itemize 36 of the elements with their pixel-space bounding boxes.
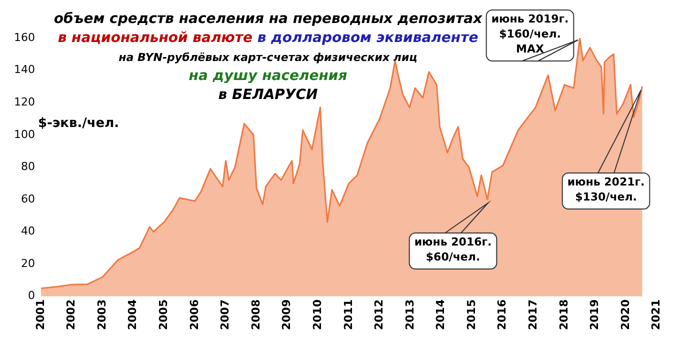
x-tick-label: 2003: [95, 299, 108, 330]
x-tick-label: 2010: [310, 299, 324, 330]
x-tick-label: 2009: [280, 299, 294, 330]
annotation: июнь 2016г. $60/чел.: [414, 235, 492, 264]
y-tick-label: 0: [28, 289, 35, 302]
x-tick-label: 2011: [342, 299, 355, 330]
x-tick-label: 2021: [650, 299, 663, 330]
x-tick-label: 2001: [34, 299, 47, 330]
y-tick-label: 160: [14, 30, 35, 44]
x-tick-label: 2013: [403, 299, 416, 330]
x-tick-label: 2004: [126, 299, 140, 330]
chart-title: объем средств населения на переводных депозитах: [52, 10, 484, 29]
x-tick-label: 2015: [464, 299, 478, 330]
x-tick-label: 2014: [434, 299, 448, 330]
x-tick-label: 2002: [64, 299, 78, 330]
x-tick-label: 2006: [188, 299, 201, 330]
y-tick-label: 40: [20, 224, 35, 238]
x-tick-label: 2007: [218, 299, 232, 330]
x-tick-label: 2012: [372, 299, 386, 330]
y-tick-label: 120: [14, 95, 35, 108]
x-tick-label: 2020: [618, 299, 632, 330]
y-tick-label: 140: [14, 63, 35, 76]
x-tick-label: 2019: [588, 299, 602, 330]
y-tick-label: 20: [20, 256, 35, 270]
y-tick-label: 60: [20, 192, 35, 206]
x-tick-label: 2005: [157, 299, 170, 330]
x-tick-label: 2016: [496, 299, 509, 330]
y-tick-label: 80: [20, 160, 35, 174]
annotation: июнь 2021г. $130/чел.: [567, 175, 645, 204]
y-tick-label: 100: [14, 128, 35, 141]
y-axis-title: $-экв./чел.: [38, 116, 120, 131]
annotation: июнь 2019г. $160/чел. MAX: [491, 12, 569, 56]
x-tick-label: 2018: [557, 299, 570, 330]
text: в национальной валюте в долларовом эквиваленте на BYN-рублёвых карт-счетах физических лиц на душу населения в БЕЛАРУСИ: [56, 30, 480, 105]
x-tick-label: 2008: [249, 299, 262, 330]
x-tick-label: 2017: [526, 299, 540, 330]
